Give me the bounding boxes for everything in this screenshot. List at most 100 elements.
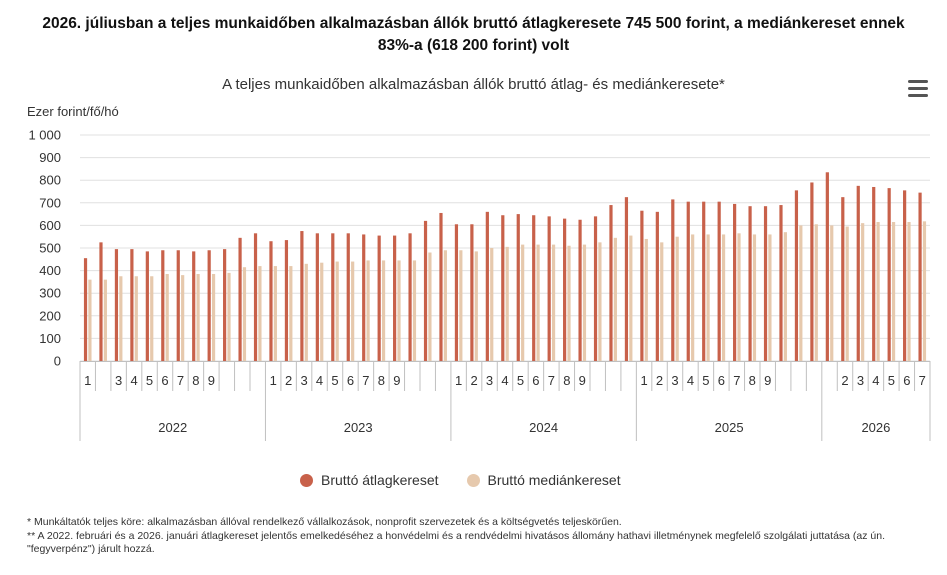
year-tick-label: 2022 [158, 420, 187, 435]
bar-median [521, 244, 525, 361]
month-tick-label: 4 [501, 373, 508, 388]
month-tick-label: 1 [455, 373, 462, 388]
month-tick-label: 7 [733, 373, 740, 388]
month-tick-label: 3 [671, 373, 678, 388]
bar-avg [192, 251, 196, 361]
bar-avg [253, 233, 258, 361]
month-tick-label: 5 [702, 373, 709, 388]
bar-avg [841, 197, 845, 361]
legend-item-avg[interactable]: Bruttó átlagkereset [300, 472, 439, 488]
month-tick-label: 4 [130, 373, 137, 388]
bar-median [783, 232, 787, 361]
bar-avg [377, 235, 381, 361]
bar-median [366, 260, 370, 361]
bar-median [459, 250, 463, 361]
legend-avg-dot [300, 473, 313, 487]
headline-line-1: 2026. júliusban a teljes munkaidőben alk… [42, 15, 905, 32]
bar-median [273, 266, 277, 361]
bar-avg [269, 241, 273, 361]
bar-median [381, 260, 386, 361]
bar-avg [485, 211, 489, 361]
bar-avg [624, 197, 629, 361]
bar-avg [748, 206, 752, 361]
bar-avg [207, 250, 211, 361]
bar-median [629, 235, 633, 361]
bar-avg [671, 199, 675, 361]
bar-median [505, 246, 509, 361]
legend-item-median[interactable]: Bruttó mediánkereset [466, 472, 621, 488]
bar-median [830, 225, 834, 361]
bar-median [768, 234, 772, 361]
footnote-2: ** A 2022. februári és a 2026. januári á… [27, 529, 886, 556]
legend-avg-label: Bruttó átlagkereset [321, 472, 439, 488]
y-tick-label: 500 [39, 241, 61, 256]
bar-avg [702, 201, 706, 361]
bar-median [181, 275, 185, 361]
bar-avg [145, 251, 149, 361]
legend: Bruttó átlagkereset Bruttó mediánkereset [300, 472, 621, 488]
bar-median [134, 276, 138, 361]
month-tick-label: 4 [687, 373, 694, 388]
bar-avg [439, 212, 443, 361]
bar-median [536, 244, 540, 361]
bar-median [490, 248, 494, 361]
footnote-1: * Munkáltatók teljes köre: alkalmazásban… [27, 516, 622, 528]
bar-avg [284, 240, 289, 361]
year-tick-label: 2026 [861, 420, 890, 435]
y-tick-label: 800 [39, 173, 61, 188]
month-tick-label: 2 [285, 373, 292, 388]
bar-median [861, 223, 865, 361]
bar-avg [794, 190, 799, 361]
bar-median [428, 252, 432, 361]
bar-median [752, 234, 757, 361]
bar-median [660, 242, 664, 361]
month-tick-label: 8 [749, 373, 756, 388]
y-tick-label: 300 [39, 286, 61, 301]
month-tick-label: 9 [393, 373, 400, 388]
bar-median [721, 234, 726, 361]
bar-avg [99, 242, 103, 361]
bar-median [119, 276, 123, 361]
bar-avg [810, 182, 814, 361]
bar-avg [331, 233, 335, 361]
hamburger-menu-icon[interactable] [905, 80, 933, 102]
month-tick-label: 2 [656, 373, 663, 388]
bar-avg [130, 249, 134, 361]
bar-median [598, 242, 602, 361]
month-tick-label: 9 [208, 373, 215, 388]
bar-avg [717, 201, 721, 361]
bar-avg [563, 218, 567, 361]
bar-avg [300, 231, 304, 361]
bar-median [814, 224, 818, 361]
month-tick-label: 4 [316, 373, 323, 388]
bar-avg [454, 224, 459, 361]
bar-median [799, 225, 803, 361]
month-tick-label: 1 [640, 373, 647, 388]
month-tick-label: 9 [579, 373, 586, 388]
bar-median [165, 273, 169, 361]
month-tick-label: 6 [903, 373, 910, 388]
headline: 2026. júliusban a teljes munkaidőben alk… [0, 13, 947, 57]
headline-line-2: 83%-a (618 200 forint) volt [377, 37, 570, 54]
bar-median [582, 244, 587, 361]
bar-avg [346, 233, 350, 361]
legend-median-label: Bruttó mediánkereset [487, 472, 621, 488]
bar-avg [856, 185, 860, 361]
bar-median [150, 276, 154, 361]
month-tick-label: 2 [841, 373, 848, 388]
bar-median [443, 250, 447, 361]
bar-avg [763, 206, 768, 361]
bar-median [691, 234, 695, 361]
bar-avg [887, 188, 891, 361]
bar-avg [655, 211, 659, 361]
month-tick-label: 3 [486, 373, 493, 388]
bar-avg [532, 215, 536, 361]
month-tick-label: 6 [161, 373, 168, 388]
y-tick-label: 900 [39, 150, 61, 165]
bar-median [103, 279, 107, 361]
bar-avg [516, 214, 520, 361]
month-tick-label: 6 [532, 373, 539, 388]
month-tick-label: 3 [115, 373, 122, 388]
month-tick-label: 6 [347, 373, 354, 388]
bar-avg [686, 201, 690, 361]
